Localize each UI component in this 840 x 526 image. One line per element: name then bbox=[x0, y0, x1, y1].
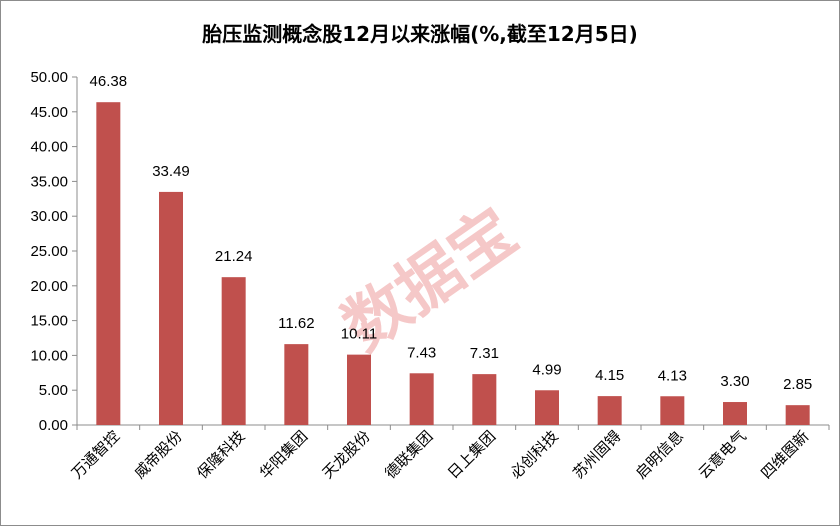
bar bbox=[472, 374, 497, 425]
bar bbox=[723, 402, 747, 425]
y-tick-label: 10.00 bbox=[30, 347, 68, 364]
bar bbox=[535, 390, 559, 425]
bar bbox=[409, 373, 434, 425]
y-tick-label: 0.00 bbox=[39, 417, 68, 434]
bar bbox=[660, 396, 685, 425]
data-label: 21.24 bbox=[215, 248, 253, 265]
bar bbox=[347, 354, 371, 425]
bar bbox=[221, 277, 246, 425]
data-label: 33.49 bbox=[152, 163, 190, 180]
category-label: 德联集团 bbox=[381, 427, 436, 482]
y-tick-label: 50.00 bbox=[30, 69, 68, 86]
data-label: 7.43 bbox=[407, 344, 436, 361]
data-label: 4.13 bbox=[658, 367, 687, 384]
y-tick-label: 35.00 bbox=[30, 173, 68, 190]
chart-title: 胎压监测概念股12月以来涨幅(%,截至12月5日) bbox=[201, 22, 638, 46]
bar bbox=[96, 102, 121, 426]
category-label: 威帝股份 bbox=[131, 427, 186, 482]
data-label: 3.30 bbox=[720, 373, 749, 390]
data-label: 11.62 bbox=[278, 315, 314, 332]
bar bbox=[785, 405, 810, 425]
y-tick-label: 15.00 bbox=[30, 313, 68, 330]
y-tick-label: 30.00 bbox=[30, 208, 68, 225]
category-label: 启明信息 bbox=[632, 427, 687, 482]
category-label: 必创科技 bbox=[507, 427, 562, 482]
data-label: 10.11 bbox=[341, 326, 377, 343]
category-label: 四维图新 bbox=[757, 427, 812, 482]
data-label: 2.85 bbox=[783, 376, 812, 393]
bar bbox=[159, 191, 183, 425]
bar bbox=[597, 396, 622, 425]
y-tick-label: 25.00 bbox=[30, 243, 68, 260]
y-tick-label: 20.00 bbox=[30, 278, 68, 295]
data-label: 4.15 bbox=[595, 367, 624, 384]
category-label: 苏州固锝 bbox=[569, 427, 624, 482]
y-tick-label: 40.00 bbox=[30, 139, 68, 156]
category-label: 万通智控 bbox=[68, 427, 123, 482]
category-label: 日上集团 bbox=[444, 427, 499, 482]
bar bbox=[284, 344, 309, 425]
category-label: 天龙股份 bbox=[319, 427, 374, 482]
data-label: 46.38 bbox=[90, 73, 128, 90]
category-label: 云意电气 bbox=[695, 427, 750, 482]
y-tick-label: 45.00 bbox=[30, 104, 68, 121]
data-label: 4.99 bbox=[532, 361, 561, 378]
category-label: 华阳集团 bbox=[256, 427, 311, 482]
y-tick-label: 5.00 bbox=[39, 382, 68, 399]
category-label: 保隆科技 bbox=[193, 427, 248, 482]
data-label: 7.31 bbox=[470, 345, 499, 362]
